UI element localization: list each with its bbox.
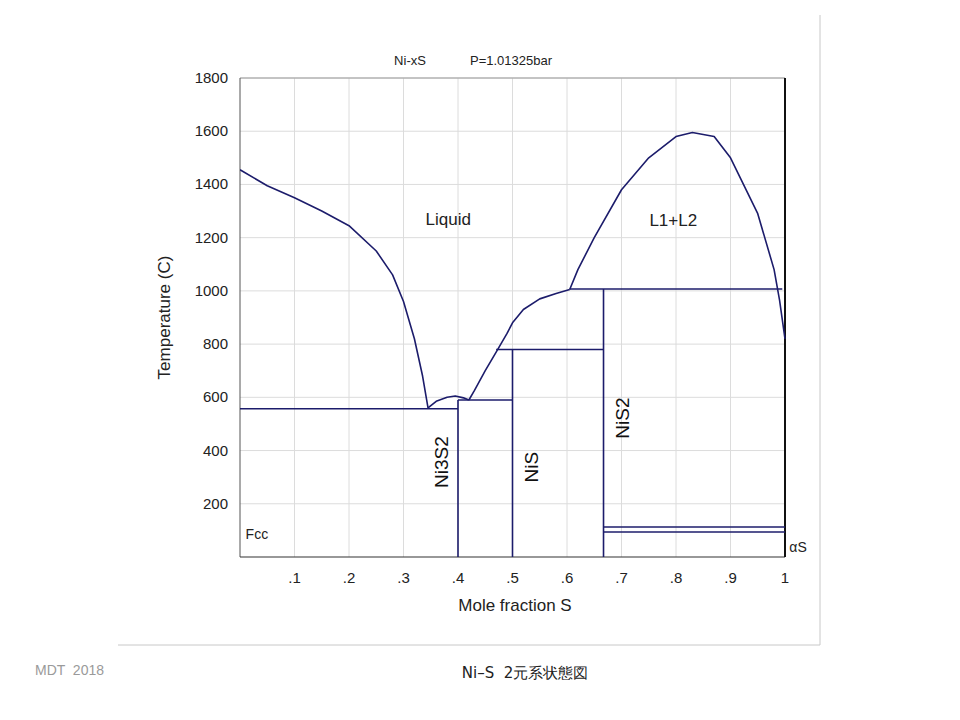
phase-boundary <box>240 408 458 410</box>
phase-boundary <box>457 400 459 557</box>
y-tick-label: 1000 <box>195 282 228 299</box>
grid-line <box>349 78 350 557</box>
phase-boundary <box>469 290 570 400</box>
grid-line <box>403 78 404 557</box>
axis-frame <box>240 78 785 79</box>
chart: .1.2.3.4.5.6.7.8.91200400600800100012001… <box>0 0 960 720</box>
x-tick-label: .6 <box>561 569 574 586</box>
phase-boundary <box>570 133 785 339</box>
y-axis-label: Temperature (C) <box>155 256 174 380</box>
grid-line <box>240 184 785 185</box>
x-tick-label: .7 <box>615 569 628 586</box>
region-label: Liquid <box>426 210 471 229</box>
x-tick-label: .8 <box>670 569 683 586</box>
x-tick-label: .4 <box>452 569 465 586</box>
phase-boundaries <box>240 133 785 557</box>
region-label: L1+L2 <box>649 211 697 230</box>
y-tick-label: 200 <box>203 495 228 512</box>
x-tick-label: .9 <box>724 569 737 586</box>
phase-boundary <box>428 396 469 408</box>
phase-boundary <box>496 349 603 351</box>
grid-line <box>240 78 785 79</box>
compound-label: NiS2 <box>612 397 633 438</box>
y-tick-label: 400 <box>203 442 228 459</box>
grid-line <box>676 78 677 557</box>
grid-line <box>294 78 295 557</box>
x-tick-label: .3 <box>397 569 410 586</box>
y-tick-label: 1600 <box>195 122 228 139</box>
phase-boundary <box>603 289 605 557</box>
y-tick-label: 1800 <box>195 69 228 86</box>
x-tick-label: .2 <box>343 569 356 586</box>
grid-line <box>240 290 785 291</box>
phase-boundary <box>240 170 428 408</box>
y-tick-label: 1200 <box>195 229 228 246</box>
grid-line <box>240 237 785 238</box>
footer: MDT 2018 <box>35 662 104 678</box>
page-frame <box>118 645 820 646</box>
grid-line <box>730 78 731 557</box>
x-tick-label: 1 <box>781 569 789 586</box>
grid-line <box>240 344 785 345</box>
y-tick-label: 1400 <box>195 175 228 192</box>
axis-frame <box>784 78 786 557</box>
region-label: Fcc <box>246 526 269 542</box>
phase-boundary <box>604 526 785 528</box>
grid-line <box>458 78 459 557</box>
caption: Ni–S 2元系状態図 <box>462 664 589 682</box>
phase-boundary <box>512 349 514 557</box>
compound-label: Ni3S2 <box>431 436 452 488</box>
grid-line <box>240 131 785 132</box>
region-label: αS <box>789 539 806 555</box>
grid-line <box>621 78 622 557</box>
compound-label: NiS <box>521 452 542 483</box>
page-frame <box>820 15 821 645</box>
y-axis <box>240 78 241 557</box>
grid-line <box>567 78 568 557</box>
phase-boundary <box>604 531 785 533</box>
grid-line <box>512 78 513 557</box>
subtitle: P=1.01325bar <box>470 53 553 68</box>
grid-line <box>785 78 786 557</box>
phase-boundary <box>458 399 513 401</box>
y-tick-label: 800 <box>203 335 228 352</box>
phase-boundary <box>570 288 783 290</box>
title: Ni-xS <box>394 53 426 68</box>
x-axis-label: Mole fraction S <box>458 596 571 615</box>
x-tick-label: .5 <box>506 569 519 586</box>
grid <box>240 78 785 557</box>
x-tick-label: .1 <box>288 569 301 586</box>
y-tick-label: 600 <box>203 388 228 405</box>
